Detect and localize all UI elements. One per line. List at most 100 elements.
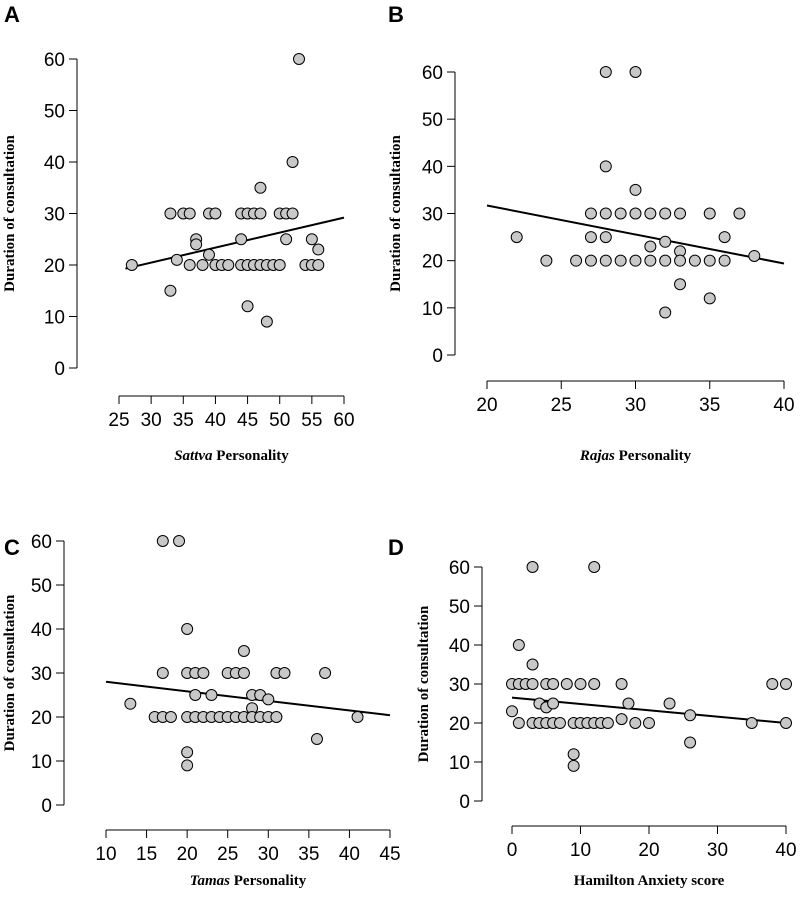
x-tick-label: 40 xyxy=(339,844,360,865)
scatter-point xyxy=(703,207,716,220)
trend-line xyxy=(486,204,785,265)
scatter-point xyxy=(674,278,687,291)
scatter-point xyxy=(703,254,716,267)
scatter-point xyxy=(629,717,642,729)
scatter-point xyxy=(526,561,539,573)
scatter-point xyxy=(599,207,612,220)
scatter-point xyxy=(196,259,209,271)
scatter-point xyxy=(512,639,525,651)
scatter-point xyxy=(164,207,177,220)
x-tick-label: 55 xyxy=(301,410,322,431)
scatter-point xyxy=(614,254,627,267)
y-tick-label: 50 xyxy=(31,576,52,597)
panel-c: C 10 15 20 25 30 35 40 45 0 10 20 30 40 50 60 Duration o… xyxy=(2,532,401,889)
y-tick-label: 30 xyxy=(31,664,52,685)
scatter-point xyxy=(703,292,716,305)
scatter-point xyxy=(629,183,642,196)
x-tick-label: 20 xyxy=(476,395,497,416)
scatter-point xyxy=(278,667,291,679)
scatter-point xyxy=(183,207,196,220)
x-tick-label: 30 xyxy=(258,844,279,865)
y-tick-label: 30 xyxy=(44,205,65,226)
y-axis-label: Duration of consultation xyxy=(2,135,18,292)
x-axis-label-emphasis: Tamas xyxy=(190,873,230,889)
y-tick-label: 20 xyxy=(422,252,443,273)
panel-b: B 20 25 30 35 40 0 10 20 30 40 50 60 Duration of cons… xyxy=(388,2,795,464)
scatter-point xyxy=(684,736,697,749)
y-axis-label: Duration of consultation xyxy=(2,594,18,751)
panel-letter: B xyxy=(388,2,404,27)
x-tick-label: 45 xyxy=(237,410,258,431)
scatter-point xyxy=(262,693,275,706)
y-tick-label: 30 xyxy=(449,675,470,696)
scatter-point xyxy=(588,561,601,573)
x-tick-label: 35 xyxy=(298,844,319,865)
scatter-point xyxy=(684,709,697,722)
scatter-point xyxy=(190,238,203,251)
panel-letter: A xyxy=(4,2,20,27)
y-tick-label: 30 xyxy=(422,205,443,226)
x-tick-label: 30 xyxy=(141,410,162,431)
scatter-point xyxy=(615,713,628,726)
scatter-point xyxy=(659,235,672,248)
scatter-point xyxy=(273,259,286,271)
y-tick-label: 60 xyxy=(31,532,52,553)
x-tick-label: 0 xyxy=(507,840,518,861)
scatter-point xyxy=(601,717,614,729)
y-tick-label: 40 xyxy=(449,636,470,657)
scatter-point xyxy=(237,667,250,679)
scatter-point xyxy=(156,667,169,679)
scatter-point xyxy=(570,254,583,267)
panel-a: A 25 30 35 40 45 50 55 60 0 10 20 30 40 50 60 Duration o… xyxy=(2,2,355,464)
x-tick-label: 40 xyxy=(773,395,794,416)
y-tick-label: 40 xyxy=(422,157,443,178)
x-tick-label: 20 xyxy=(638,840,659,861)
x-tick-label: 15 xyxy=(136,844,157,865)
scatter-point xyxy=(553,717,566,729)
y-tick-label: 0 xyxy=(54,359,65,380)
scatter-point xyxy=(629,207,642,220)
scatter-point xyxy=(209,207,222,220)
scatter-point xyxy=(588,678,601,690)
scatter-point xyxy=(189,689,202,701)
scatter-point xyxy=(510,231,523,244)
x-tick-label: 25 xyxy=(551,395,572,416)
x-tick-label: 10 xyxy=(95,844,116,865)
scatter-point xyxy=(351,711,364,723)
y-tick-label: 60 xyxy=(44,50,65,71)
scatter-point xyxy=(222,259,235,271)
y-tick-label: 40 xyxy=(31,620,52,641)
scatter-point xyxy=(644,207,657,220)
scatter-point xyxy=(254,207,267,220)
scatter-point xyxy=(629,254,642,267)
scatter-point xyxy=(124,697,137,710)
scatter-point xyxy=(270,711,283,723)
scatter-point xyxy=(584,254,597,267)
y-tick-label: 10 xyxy=(31,752,52,773)
scatter-point xyxy=(614,207,627,220)
scatter-point xyxy=(643,717,655,729)
x-axis-label-emphasis: Sattva xyxy=(174,448,213,464)
y-tick-label: 0 xyxy=(459,792,470,813)
scatter-point xyxy=(733,207,746,220)
scatter-point xyxy=(286,207,299,220)
x-tick-label: 40 xyxy=(205,410,226,431)
scatter-point xyxy=(305,233,318,246)
x-tick-label: 20 xyxy=(177,844,198,865)
scatter-point xyxy=(235,233,248,246)
scatter-point xyxy=(293,53,305,65)
scatter-point xyxy=(205,689,218,701)
trend-line xyxy=(125,216,345,270)
x-tick-label: 30 xyxy=(625,395,646,416)
x-tick-label: 45 xyxy=(379,844,400,865)
scatter-point xyxy=(170,253,183,266)
y-tick-label: 10 xyxy=(422,299,443,320)
scatter-point xyxy=(748,249,761,262)
x-axis-label: Sattva Personality xyxy=(174,448,289,464)
scatter-point xyxy=(599,160,612,173)
scatter-point xyxy=(173,535,186,547)
y-tick-label: 40 xyxy=(44,153,65,174)
scatter-point xyxy=(718,254,731,267)
scatter-point xyxy=(766,678,779,690)
